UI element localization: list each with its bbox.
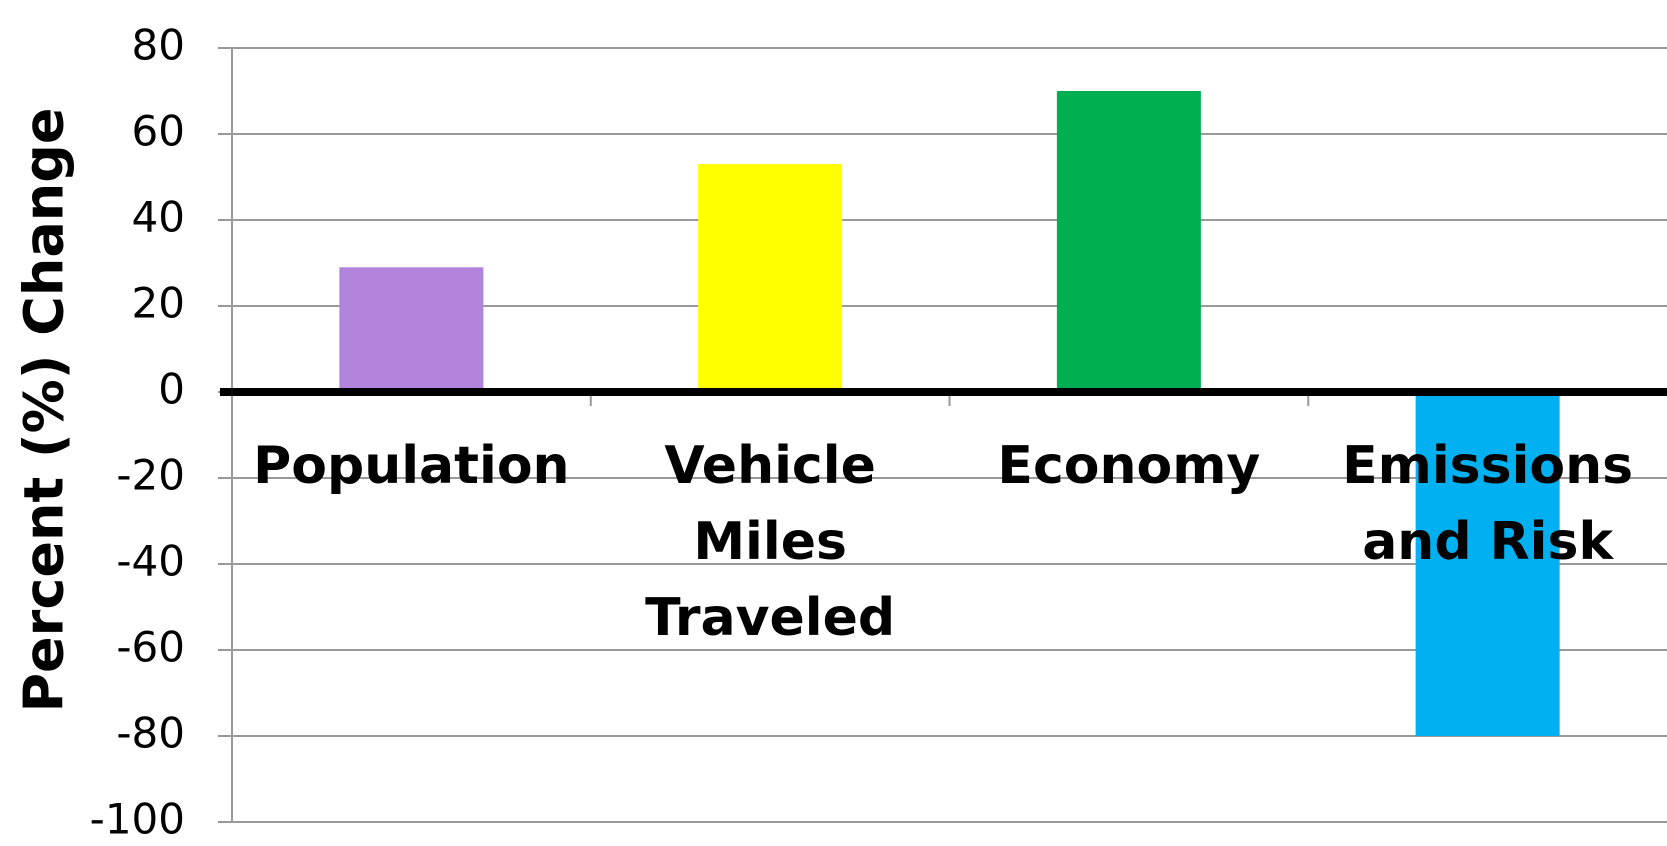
y-tick-label: -100 — [90, 795, 185, 844]
x-tick-label: Population — [253, 436, 570, 496]
y-tick-label: 80 — [132, 21, 185, 70]
y-tick-label: 0 — [158, 365, 185, 414]
y-tick-label: 40 — [132, 193, 185, 242]
y-tick-label: -60 — [116, 623, 185, 672]
x-tick-label: Emissions and Risk — [1342, 436, 1634, 572]
y-tick-label: -80 — [116, 709, 185, 758]
bar — [1056, 91, 1201, 392]
x-tick-label: Economy — [997, 436, 1261, 496]
bar — [698, 164, 843, 392]
x-tick-label: Vehicle Miles Traveled — [645, 436, 896, 648]
y-axis-title: Percent (%) Change — [13, 107, 76, 712]
y-tick-label: -20 — [116, 451, 185, 500]
y-tick-label: -40 — [116, 537, 185, 586]
y-tick-label: 60 — [132, 107, 185, 156]
bar — [339, 267, 484, 392]
bar — [1415, 392, 1560, 736]
y-tick-label: 20 — [132, 279, 185, 328]
